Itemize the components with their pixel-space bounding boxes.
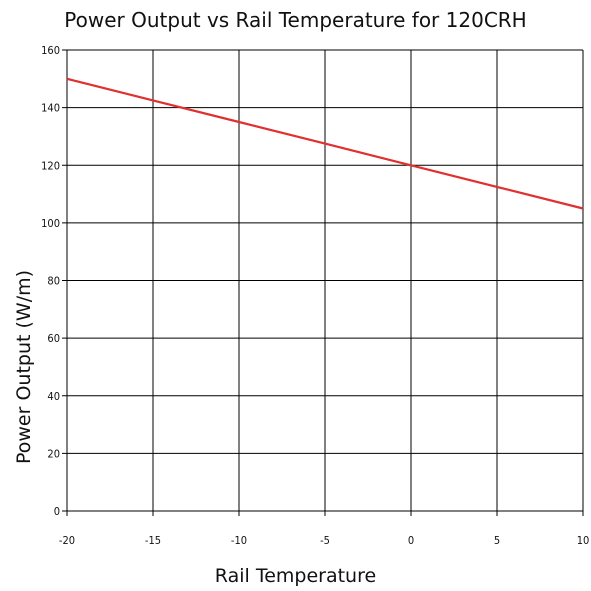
x-tick-label: 0	[408, 534, 414, 547]
x-tick-label: -10	[231, 534, 247, 547]
x-tick-label: -5	[320, 534, 330, 547]
chart-title: Power Output vs Rail Temperature for 120…	[64, 8, 527, 32]
y-tick-label: 120	[41, 159, 60, 172]
axes	[62, 49, 584, 516]
y-tick-label: 60	[47, 332, 60, 345]
y-tick-label: 100	[41, 217, 60, 230]
y-tick-label: 0	[54, 505, 60, 518]
tick-labels: 0 20 40 60 80 100 120 140 160 -20 -15 -10 -5 0 5 10	[41, 44, 589, 547]
y-tick-label: 20	[47, 447, 60, 460]
y-tick-label: 160	[41, 44, 60, 57]
x-tick-label: 5	[494, 534, 500, 547]
grid	[67, 49, 583, 511]
x-tick-label: -20	[59, 534, 75, 547]
x-tick-label: 10	[577, 534, 590, 547]
series-line	[66, 77, 584, 210]
y-tick-label: 80	[47, 275, 60, 288]
y-tick-label: 40	[47, 390, 60, 403]
y-tick-label: 140	[41, 102, 60, 115]
series-group	[66, 77, 584, 210]
x-axis-label: Rail Temperature	[214, 565, 377, 587]
x-tick-label: -15	[145, 534, 161, 547]
